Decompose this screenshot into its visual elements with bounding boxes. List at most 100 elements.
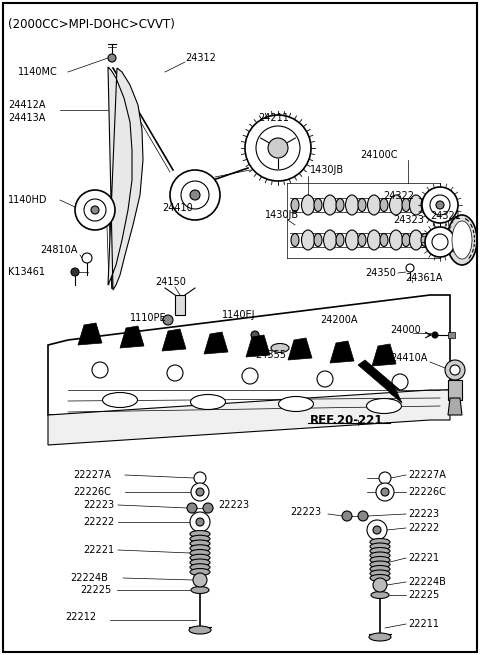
Ellipse shape	[190, 564, 210, 571]
Ellipse shape	[370, 548, 390, 555]
Text: 24323: 24323	[393, 215, 424, 225]
Circle shape	[425, 227, 455, 257]
Ellipse shape	[291, 233, 299, 246]
Circle shape	[450, 365, 460, 375]
Ellipse shape	[368, 230, 381, 250]
Circle shape	[373, 578, 387, 592]
Circle shape	[373, 526, 381, 534]
Circle shape	[167, 365, 183, 381]
Ellipse shape	[358, 233, 366, 246]
Polygon shape	[120, 326, 144, 348]
Text: 1110PE: 1110PE	[130, 313, 167, 323]
Circle shape	[170, 170, 220, 220]
Ellipse shape	[336, 233, 344, 246]
Text: 1430JB: 1430JB	[265, 210, 299, 220]
Text: 22227A: 22227A	[408, 470, 446, 480]
Circle shape	[84, 199, 106, 221]
Circle shape	[317, 371, 333, 387]
Ellipse shape	[346, 195, 359, 215]
Ellipse shape	[402, 198, 410, 212]
Ellipse shape	[447, 215, 477, 265]
Text: 22221: 22221	[408, 553, 439, 563]
Text: 22222: 22222	[83, 517, 114, 527]
Ellipse shape	[271, 343, 289, 352]
Polygon shape	[175, 295, 185, 315]
Ellipse shape	[190, 559, 210, 566]
Ellipse shape	[336, 198, 344, 212]
Text: 24312: 24312	[185, 53, 216, 63]
Ellipse shape	[369, 633, 391, 641]
Text: 22223: 22223	[408, 509, 439, 519]
Ellipse shape	[301, 230, 314, 250]
Text: 22224B: 22224B	[70, 573, 108, 583]
Ellipse shape	[380, 198, 388, 212]
Text: 24321: 24321	[430, 211, 461, 221]
Circle shape	[92, 362, 108, 378]
Ellipse shape	[367, 398, 401, 413]
Polygon shape	[358, 360, 402, 403]
Text: 22224B: 22224B	[408, 577, 446, 587]
Circle shape	[82, 253, 92, 263]
Ellipse shape	[190, 569, 210, 576]
Ellipse shape	[190, 545, 210, 552]
Ellipse shape	[368, 195, 381, 215]
Circle shape	[358, 511, 368, 521]
Ellipse shape	[370, 538, 390, 546]
Text: REF.20-221: REF.20-221	[310, 413, 384, 426]
Text: 1140MC: 1140MC	[18, 67, 58, 77]
Text: 22223: 22223	[290, 507, 321, 517]
Ellipse shape	[409, 195, 422, 215]
Circle shape	[251, 331, 259, 339]
Ellipse shape	[301, 195, 314, 215]
Circle shape	[196, 518, 204, 526]
Circle shape	[268, 138, 288, 158]
Circle shape	[432, 332, 438, 338]
Circle shape	[245, 115, 311, 181]
Polygon shape	[448, 398, 462, 415]
Circle shape	[190, 190, 200, 200]
Circle shape	[193, 573, 207, 587]
Ellipse shape	[370, 543, 390, 550]
Circle shape	[75, 190, 115, 230]
Ellipse shape	[324, 230, 336, 250]
Ellipse shape	[324, 195, 336, 215]
Polygon shape	[288, 338, 312, 360]
Text: 24413A: 24413A	[8, 113, 46, 123]
Ellipse shape	[370, 557, 390, 563]
Ellipse shape	[421, 233, 429, 246]
Polygon shape	[246, 335, 270, 357]
Circle shape	[432, 234, 448, 250]
Text: (2000CC>MPI-DOHC>CVVT): (2000CC>MPI-DOHC>CVVT)	[8, 18, 175, 31]
Ellipse shape	[346, 230, 359, 250]
Circle shape	[242, 368, 258, 384]
Text: 22227A: 22227A	[73, 470, 111, 480]
Text: 22225: 22225	[80, 585, 111, 595]
Circle shape	[203, 503, 213, 513]
Polygon shape	[448, 332, 455, 338]
Circle shape	[430, 195, 450, 215]
Ellipse shape	[370, 565, 390, 572]
Circle shape	[71, 268, 79, 276]
Circle shape	[187, 503, 197, 513]
Circle shape	[163, 315, 173, 325]
Text: 24100C: 24100C	[360, 150, 397, 160]
Ellipse shape	[190, 535, 210, 542]
Text: 24410: 24410	[162, 203, 193, 213]
Circle shape	[379, 472, 391, 484]
Text: 24000: 24000	[390, 325, 421, 335]
Polygon shape	[78, 323, 102, 345]
Circle shape	[196, 488, 204, 496]
Ellipse shape	[189, 626, 211, 634]
Circle shape	[256, 126, 300, 170]
Circle shape	[367, 520, 387, 540]
Ellipse shape	[314, 198, 322, 212]
Polygon shape	[162, 329, 186, 351]
Text: 24150: 24150	[155, 277, 186, 287]
Ellipse shape	[358, 198, 366, 212]
Ellipse shape	[190, 550, 210, 557]
Polygon shape	[372, 344, 396, 366]
Text: 24200A: 24200A	[320, 315, 358, 325]
Text: 24810A: 24810A	[40, 245, 77, 255]
Ellipse shape	[190, 554, 210, 561]
Text: 24211: 24211	[258, 113, 289, 123]
